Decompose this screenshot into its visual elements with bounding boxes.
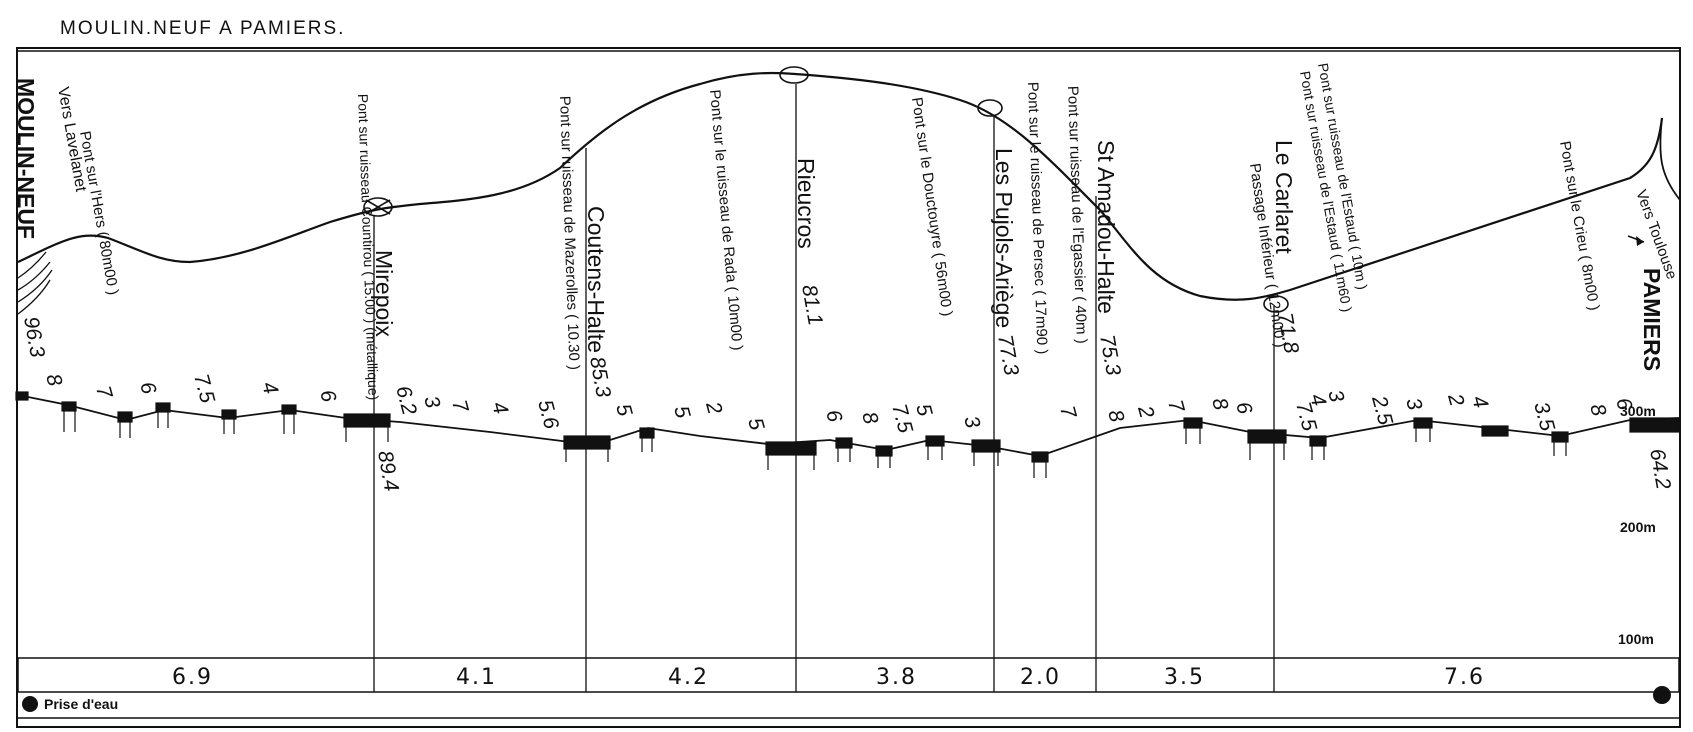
gradient-value: 5 <box>611 401 636 419</box>
gradient-value: 6 <box>315 387 340 405</box>
elevation-profile-line <box>17 71 1664 301</box>
gradient-value: 8 <box>857 409 882 427</box>
distance-band: 6.9 4.1 4.2 3.8 2.0 3.5 7.6 <box>17 657 1680 693</box>
gradient-value: 2 <box>1443 390 1469 409</box>
altitude-label-200: 200m <box>1620 519 1656 535</box>
gradient-value: 5.6 <box>533 397 563 431</box>
segment-distance: 7.6 <box>1444 665 1485 690</box>
station-km: 85.3 <box>585 355 615 400</box>
gradient-value: 6 <box>135 379 160 397</box>
altitude-scale: 300m 200m 100m <box>1618 403 1656 647</box>
station-name: MOULIN-NEUF <box>13 78 39 239</box>
station-name: PAMIERS <box>1639 268 1665 371</box>
gradient-value: 4 <box>1305 391 1330 408</box>
altitude-label-300: 300m <box>1620 403 1656 419</box>
station-name: Les Pujols-Ariège <box>991 148 1017 328</box>
gradient-value: 2 <box>1133 402 1159 421</box>
gradient-value: 8 <box>41 371 66 389</box>
diagram-title: MOULIN.NEUF A PAMIERS. <box>60 18 346 39</box>
station-km: 96.3 <box>19 315 49 360</box>
legend-label: Prise d'eau <box>44 696 118 712</box>
legend: Prise d'eau <box>18 686 1679 719</box>
station-labels: MOULIN-NEUF 96.3 Mirepoix 89.4 Coutens-H… <box>13 78 1675 493</box>
station-name: Le Carlaret <box>1271 140 1297 254</box>
segment-distance: 4.2 <box>668 665 709 690</box>
gradient-value: 7.5 <box>189 371 219 405</box>
gradient-value: 7 <box>1163 397 1189 416</box>
segment-distance: 4.1 <box>456 665 497 690</box>
bridge-label: Pont sur ruisseau de l'Egassier ( 40m ) <box>1064 86 1090 344</box>
prise-deau-marker <box>22 696 38 712</box>
segment-distance: 2.0 <box>1020 665 1061 690</box>
gradient-value: 5 <box>669 403 694 421</box>
station-name: Coutens-Halte <box>583 206 609 353</box>
profile-bottom-spur <box>1659 117 1681 201</box>
gradient-blocks <box>15 391 1680 478</box>
prise-deau-marker-right <box>1653 686 1671 704</box>
gradient-value: 5 <box>743 415 768 433</box>
bridge-label: Pont sur le ruisseau de Rada ( 10m00 ) <box>706 89 746 351</box>
gradient-value: 2 <box>701 398 727 417</box>
station-name: Rieucros <box>793 158 819 249</box>
bridge-label: Pont sur le Crieu ( 8m00 ) <box>1556 140 1603 312</box>
segment-distance: 6.9 <box>172 665 213 690</box>
bridge-label: Pont sur ruisseau Countirou ( 15.00 ) (m… <box>355 94 382 401</box>
segment-distance: 3.8 <box>876 665 917 690</box>
diagram-frame <box>16 47 1681 728</box>
station-name: Mirepoix <box>371 250 397 337</box>
station-km: 89.4 <box>373 449 403 493</box>
gradient-value: 6 <box>821 407 846 425</box>
gradient-value: 6 <box>1231 399 1256 417</box>
gradient-value: 5 <box>911 401 936 419</box>
station-name: St Amadou-Halte <box>1093 140 1119 314</box>
gradient-value: 4 <box>257 379 282 396</box>
gradient-value: 8 <box>1103 407 1128 425</box>
station-km: 81.1 <box>797 283 827 327</box>
gradient-value: 4 <box>487 399 512 416</box>
station-lines <box>373 84 1275 692</box>
gradient-value: 8 <box>1585 401 1610 419</box>
gradient-value: 3 <box>1401 395 1426 413</box>
station-km: 75.3 <box>1095 333 1125 378</box>
bridge-label: Pont sur le ruisseau de Persec ( 17m90 ) <box>1024 82 1051 355</box>
gradient-value: 3 <box>959 413 984 431</box>
gradient-value: 4 <box>1467 393 1492 410</box>
station-km: 64.2 <box>1645 447 1675 492</box>
gradient-value: 3 <box>1323 387 1348 405</box>
station-km: 77.3 <box>993 333 1023 378</box>
gradient-value: 2.5 <box>1367 392 1397 427</box>
bridge-label: Pont sur ruisseau de Mazerolles ( 10.30 … <box>556 96 583 371</box>
gradient-value: 3.5 <box>1529 399 1559 433</box>
gradient-value: 7 <box>1055 403 1081 422</box>
gradient-value: 8 <box>1207 395 1232 413</box>
bridge-label: Pont sur le Douctouyre ( 56m00 ) <box>908 96 956 317</box>
gradient-value: 7 <box>91 383 117 402</box>
gradient-value: 6.2 <box>391 383 421 417</box>
profile-markers <box>363 66 1289 313</box>
segment-distance: 3.5 <box>1164 665 1205 690</box>
gradient-numbers: 8 7 6 7.5 4 6 6.2 3 7 4 5.6 5 5 2 5 6 8 … <box>41 371 1636 435</box>
gradient-value: 7 <box>447 397 473 416</box>
embankment-hatch <box>17 251 53 315</box>
gradient-value: 3 <box>419 393 444 411</box>
altitude-label-100: 100m <box>1618 631 1654 647</box>
bridge-label: Pont sur l'Hers ( 80m00 ) <box>76 130 122 297</box>
